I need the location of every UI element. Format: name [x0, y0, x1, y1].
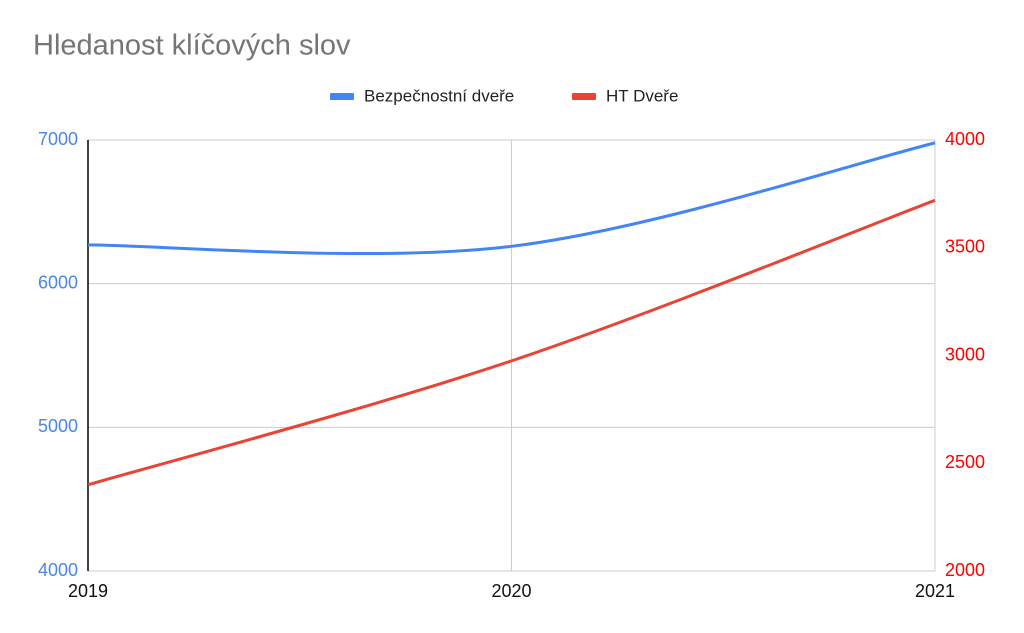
y-tick-label: 4000 — [38, 560, 78, 580]
legend-swatch — [572, 93, 596, 100]
chart-title: Hledanost klíčových slov — [33, 30, 351, 62]
legend-text: Bezpečnostní dveře — [364, 86, 514, 105]
series-line — [87, 141, 936, 256]
x-tick-label: 2020 — [491, 581, 531, 601]
y-tick-label: 6000 — [38, 272, 78, 292]
series-line — [87, 198, 936, 487]
y-tick-label: 7000 — [38, 129, 78, 149]
y2-tick-label: 3500 — [945, 237, 985, 257]
legend-text: HT Dveře — [606, 86, 678, 105]
y2-tick-label: 3000 — [945, 344, 985, 364]
x-tick-label: 2021 — [915, 581, 955, 601]
y-tick-label: 5000 — [38, 416, 78, 436]
y2-tick-label: 2500 — [945, 452, 985, 472]
x-tick-label: 2019 — [68, 581, 108, 601]
y2-tick-label: 4000 — [945, 129, 985, 149]
y2-tick-label: 2000 — [945, 560, 985, 580]
legend-swatch — [330, 93, 354, 100]
